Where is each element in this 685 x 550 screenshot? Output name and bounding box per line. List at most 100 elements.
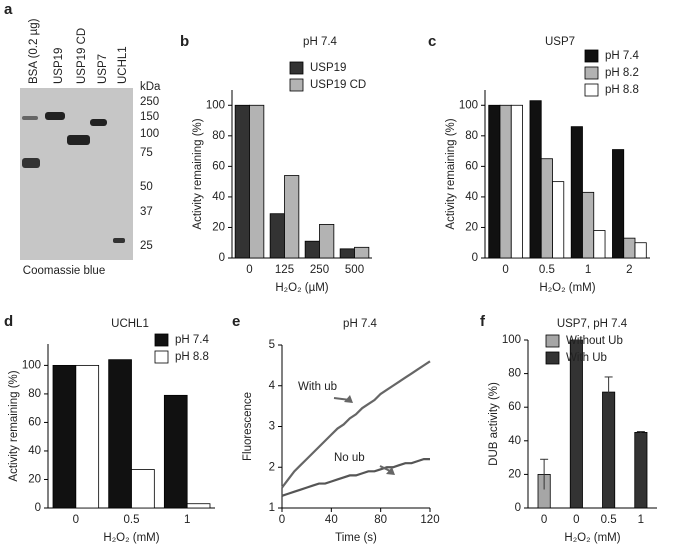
y-tick-label: 100 [459,99,478,111]
lane-label: UCHL1 [117,46,129,84]
legend-label: pH 7.4 [175,334,209,346]
x-axis-label: H₂O₂ (mM) [103,532,159,544]
x-tick-label: 0 [279,514,285,526]
y-tick-label: 3 [269,421,275,433]
bar [570,126,583,259]
marker-label: 25 [140,240,153,252]
bar [249,104,265,259]
bar [186,503,211,509]
band [22,116,38,120]
x-tick-label: 1 [585,264,591,276]
legend-label: pH 8.8 [175,351,209,363]
x-axis-label: Time (s) [335,532,377,544]
legend-swatch [289,78,304,92]
bar [234,104,250,259]
y-tick-label: 40 [465,191,478,203]
marker-label: 50 [140,181,153,193]
marker-label: 150 [140,111,159,123]
legend-swatch [584,83,599,97]
y-tick-label: 60 [508,401,521,413]
lane-label: USP19 [53,48,65,84]
marker-label: 75 [140,147,153,159]
marker-label: 37 [140,206,153,218]
lane-label: BSA (0.2 µg) [28,18,40,84]
x-tick-label: 120 [420,514,439,526]
bar [499,104,512,259]
y-tick-label: 0 [219,252,225,264]
y-axis-label: Fluorescence [242,392,254,461]
y-tick-label: 2 [269,461,275,473]
bar [510,104,523,259]
bar [108,359,132,509]
error-bar [636,431,645,434]
band [90,119,107,126]
x-tick-label: 0 [541,514,547,526]
bar [284,175,300,259]
bar [319,223,335,259]
y-axis-label: DUB activity (%) [488,382,500,466]
line [281,458,430,497]
bar [354,246,370,259]
bar [623,237,636,259]
x-axis-label: H₂O₂ (mM) [564,532,620,544]
bar [582,191,595,259]
legend-swatch [584,49,599,63]
x-tick-label: 0.5 [539,264,555,276]
bar [131,469,155,509]
x-tick-label: 500 [345,264,364,276]
x-tick-label: 1 [184,514,190,526]
legend-swatch [584,66,599,80]
y-tick-label: 60 [465,160,478,172]
y-tick-label: 100 [206,99,225,111]
x-tick-label: 2 [626,264,632,276]
lane-label: USP19 CD [76,28,88,84]
band [45,112,65,120]
bar [529,100,542,259]
bar [163,394,188,509]
chart-title: pH 7.4 [343,318,377,330]
y-tick-label: 0 [35,502,41,514]
arrow-head [344,395,353,403]
panel-letter: f [480,313,486,330]
legend-label: Without Ub [566,335,623,347]
chart-title: USP7, pH 7.4 [557,318,628,330]
chart-title: pH 7.4 [303,36,337,48]
legend-swatch [289,61,304,75]
y-tick-label: 20 [212,221,225,233]
bar [593,230,606,259]
x-tick-label: 250 [310,264,329,276]
bar [304,240,320,259]
y-tick-label: 40 [508,435,521,447]
gel-unit: kDa [140,81,161,93]
annotation: With ub [298,381,337,393]
bar [488,104,501,259]
band [67,135,90,145]
y-tick-label: 60 [212,160,225,172]
legend-swatch [154,350,169,364]
y-tick-label: 80 [212,130,225,142]
x-tick-label: 0.5 [601,514,617,526]
band [113,238,125,243]
bar [540,158,553,259]
x-tick-label: 80 [374,514,387,526]
bar [569,339,583,509]
error-bar [540,458,549,490]
legend-label: pH 8.2 [605,67,639,79]
bar [634,242,647,259]
y-tick-label: 0 [472,252,478,264]
y-tick-label: 80 [28,388,41,400]
x-tick-label: 0 [573,514,579,526]
panel-letter: a [4,1,13,18]
panel-letter: d [4,313,13,330]
y-tick-label: 5 [269,339,275,351]
error-bar [604,376,613,408]
bar [269,213,285,259]
panel-letter: b [180,33,189,50]
arrow-head [386,467,395,475]
legend-label: USP19 [310,62,346,74]
y-tick-label: 20 [465,221,478,233]
chart-title: UCHL1 [111,318,149,330]
marker-label: 250 [140,96,159,108]
line [281,360,431,489]
